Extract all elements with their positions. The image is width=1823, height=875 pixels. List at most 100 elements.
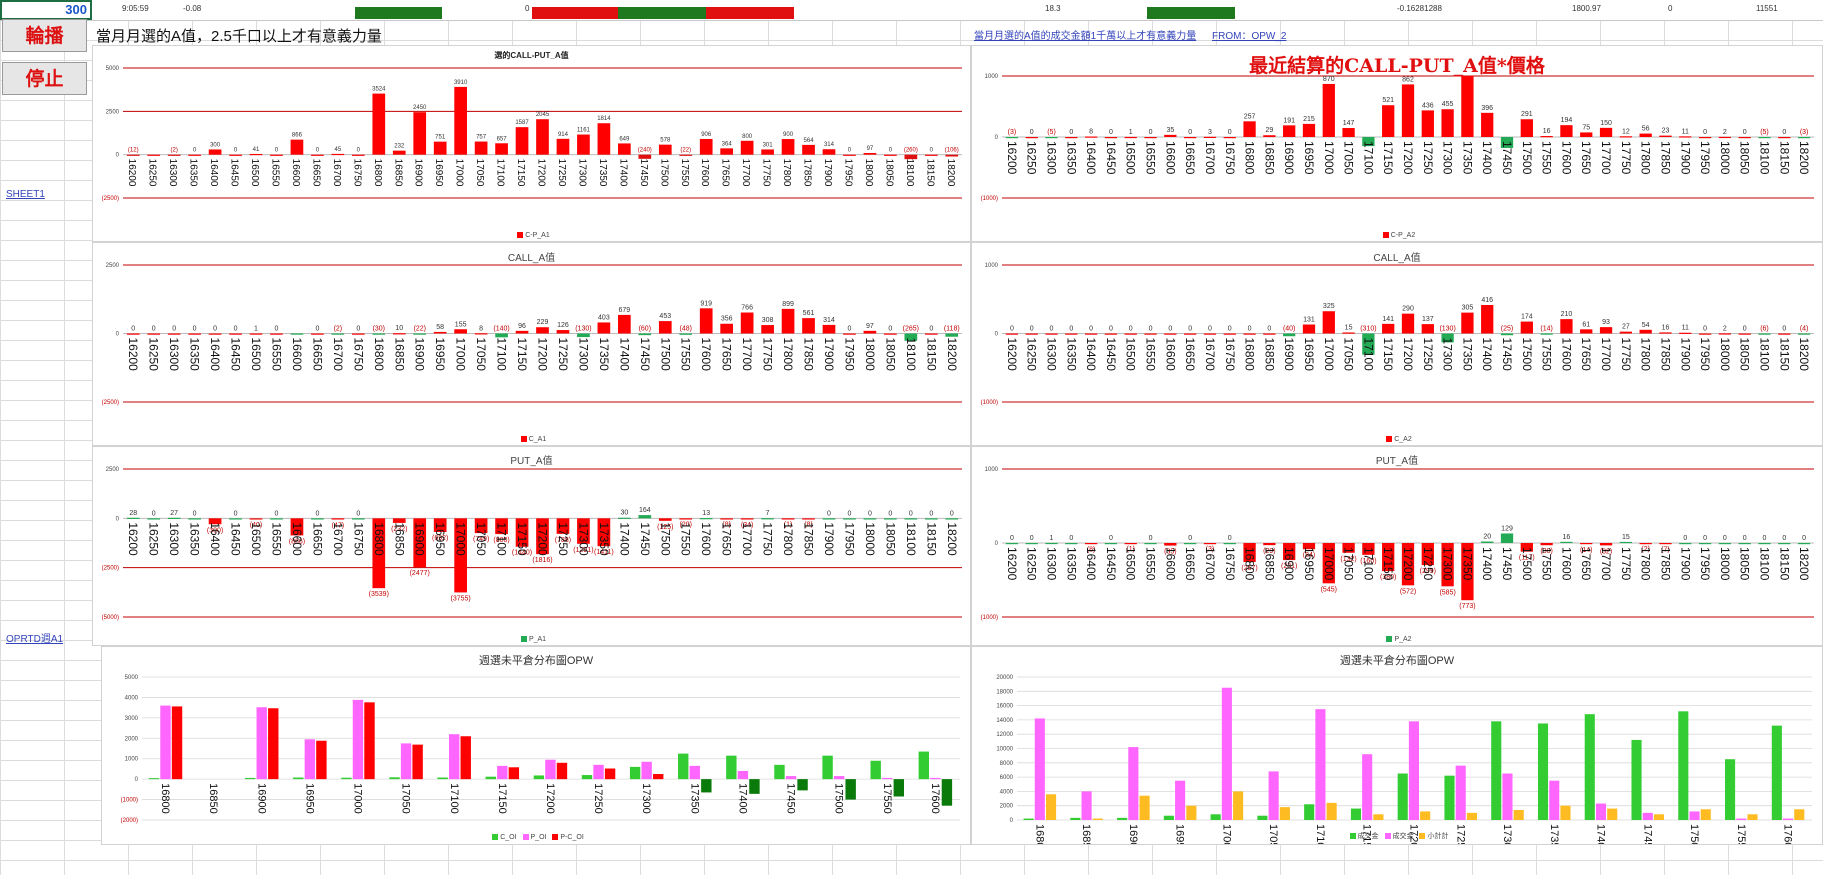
bar bbox=[1005, 543, 1019, 545]
bar bbox=[577, 134, 590, 155]
bar bbox=[1322, 83, 1335, 137]
bar bbox=[249, 518, 263, 520]
bar bbox=[720, 148, 734, 155]
x-tick-label: 17050 bbox=[1342, 141, 1356, 175]
x-tick-label: 17000 bbox=[454, 159, 465, 187]
data-label: (130) bbox=[1439, 326, 1455, 333]
x-tick-label: 16600 bbox=[290, 159, 301, 187]
bar bbox=[1771, 725, 1782, 820]
bar bbox=[1560, 125, 1573, 137]
green-cell bbox=[1147, 7, 1235, 19]
note-text: 當月月選的A值，2.5千口以上才有意義力量 bbox=[96, 28, 382, 45]
bar bbox=[1599, 127, 1613, 137]
chart-weekly-amount[interactable]: 20000 18000 16000 14000 12000 10000 8000 6000 40… bbox=[971, 646, 1823, 845]
bar bbox=[1045, 333, 1058, 335]
x-tick-label: 17800 bbox=[781, 159, 792, 187]
data-label: 2 bbox=[1723, 325, 1727, 332]
data-label: 8 bbox=[1089, 129, 1093, 136]
x-tick-label: 16550 bbox=[269, 159, 280, 187]
x-tick-label: 16850 bbox=[392, 159, 403, 187]
chart-weekly-oi[interactable]: 5000 4000 3000 2000 1000 0 (1000) (2000) 16800 16… bbox=[101, 646, 971, 845]
chart-call-a2[interactable]: 1000 0 (1000) 0 16200 0 16250 0 16300 0 16350 0 1640… bbox=[971, 242, 1823, 446]
rotate-button[interactable]: 輪播 bbox=[2, 19, 87, 52]
data-label: 300 bbox=[210, 142, 221, 148]
data-label: 0 bbox=[1129, 326, 1133, 333]
bar bbox=[918, 751, 930, 780]
chart-call-put-a1[interactable]: 5000 2500 0 (2500) (12) 16200 16250 (2) 16300 0 16… bbox=[92, 45, 971, 242]
x-tick-label: 17350 bbox=[1460, 547, 1474, 581]
x-tick-label: 17000 bbox=[454, 522, 468, 556]
y-tick-label: 1000 bbox=[985, 74, 999, 80]
bar bbox=[1210, 814, 1221, 820]
x-tick-label: 16350 bbox=[1064, 338, 1078, 372]
x-tick-label: 16900 bbox=[413, 159, 424, 187]
data-label: 232 bbox=[394, 144, 405, 150]
bar bbox=[1302, 123, 1316, 137]
bar bbox=[689, 765, 700, 780]
x-tick-label: 17250 bbox=[592, 783, 604, 814]
bar bbox=[904, 154, 918, 160]
data-label: 914 bbox=[558, 132, 569, 138]
bar bbox=[1797, 333, 1811, 335]
x-tick-label: 17750 bbox=[1619, 338, 1633, 372]
x-tick-label: 16950 bbox=[1302, 141, 1316, 175]
bar bbox=[352, 699, 364, 780]
bar bbox=[515, 330, 529, 334]
value-cell: 0 bbox=[525, 4, 530, 13]
sheet1-link[interactable]: SHEET1 bbox=[6, 189, 45, 200]
y-tick-label: 0 bbox=[116, 332, 120, 338]
data-label: 0 bbox=[1149, 129, 1153, 136]
bar bbox=[1065, 333, 1078, 335]
data-label: (240) bbox=[638, 148, 652, 154]
data-label: (2) bbox=[170, 148, 177, 154]
bar bbox=[833, 776, 845, 780]
x-tick-label: 17200 bbox=[536, 159, 547, 187]
x-tick-label: 16550 bbox=[269, 338, 283, 372]
data-label: 0 bbox=[888, 326, 892, 333]
bar bbox=[1117, 817, 1128, 820]
x-tick-label: 17100 bbox=[495, 522, 509, 556]
x-tick-label: 17300 bbox=[1441, 547, 1455, 581]
y-tick-label: 10000 bbox=[996, 747, 1013, 753]
x-tick-label: 18000 bbox=[1718, 547, 1732, 581]
data-label: 0 bbox=[1149, 326, 1153, 333]
oprtd-link[interactable]: OPRTD週A1 bbox=[6, 634, 64, 645]
right-note-link[interactable]: 當月月選的A值的成交金額1千萬以上才有意義力量 bbox=[974, 31, 1197, 42]
bar bbox=[785, 776, 797, 780]
bar bbox=[331, 518, 345, 520]
bar bbox=[1263, 543, 1276, 546]
x-tick-label: 18200 bbox=[1797, 547, 1811, 581]
legend-swatch bbox=[1386, 436, 1393, 443]
y-tick-label: 0 bbox=[995, 541, 999, 547]
bar bbox=[924, 154, 938, 156]
chart-put-a2[interactable]: 1000 0 (1000) 0 16200 0 16250 1 16300 0 16350 (8) 16… bbox=[971, 446, 1823, 646]
x-tick-label: 17600 bbox=[699, 522, 713, 556]
chart-call-put-a2[interactable]: 1000 0 (1000) (3) 16200 0 16250 (5) 16300 0 16350 8… bbox=[971, 45, 1823, 242]
x-tick-label: 17750 bbox=[761, 522, 775, 556]
x-tick-label: 17800 bbox=[781, 338, 795, 372]
bar bbox=[1738, 137, 1751, 139]
x-tick-label: 16450 bbox=[1104, 141, 1118, 175]
active-cell[interactable]: 300 bbox=[0, 0, 92, 20]
x-tick-label: 17950 bbox=[1698, 338, 1712, 372]
data-label: 15 bbox=[1345, 324, 1353, 331]
data-label: 0 bbox=[929, 326, 933, 333]
right-from-link[interactable]: FROM：OPW_2 bbox=[1212, 31, 1287, 42]
bar bbox=[726, 755, 737, 780]
chart-put-a1[interactable]: 2500 0 (2500) (5000) 28 16200 0 16250 27 16300 0 16… bbox=[92, 446, 971, 646]
bar bbox=[679, 518, 693, 520]
bar bbox=[1631, 739, 1642, 820]
x-tick-label: 17150 bbox=[1381, 141, 1395, 175]
data-label: 0 bbox=[315, 510, 319, 517]
x-tick-label: 17350 bbox=[597, 159, 608, 187]
data-label: (749) bbox=[473, 536, 489, 543]
data-label: 8 bbox=[479, 325, 483, 332]
data-label: 866 bbox=[292, 133, 303, 139]
x-tick-label: 17050 bbox=[474, 338, 488, 372]
data-label: 900 bbox=[783, 132, 794, 138]
x-tick-label: 16800 bbox=[1243, 141, 1257, 175]
x-tick-label: 16300 bbox=[1045, 141, 1059, 175]
chart-call-a1[interactable]: 2500 0 (2500) 0 16200 0 16250 0 16300 0 16350 0 1640… bbox=[92, 242, 971, 446]
stop-button[interactable]: 停止 bbox=[2, 62, 87, 95]
x-tick-label: 16600 bbox=[290, 338, 304, 372]
